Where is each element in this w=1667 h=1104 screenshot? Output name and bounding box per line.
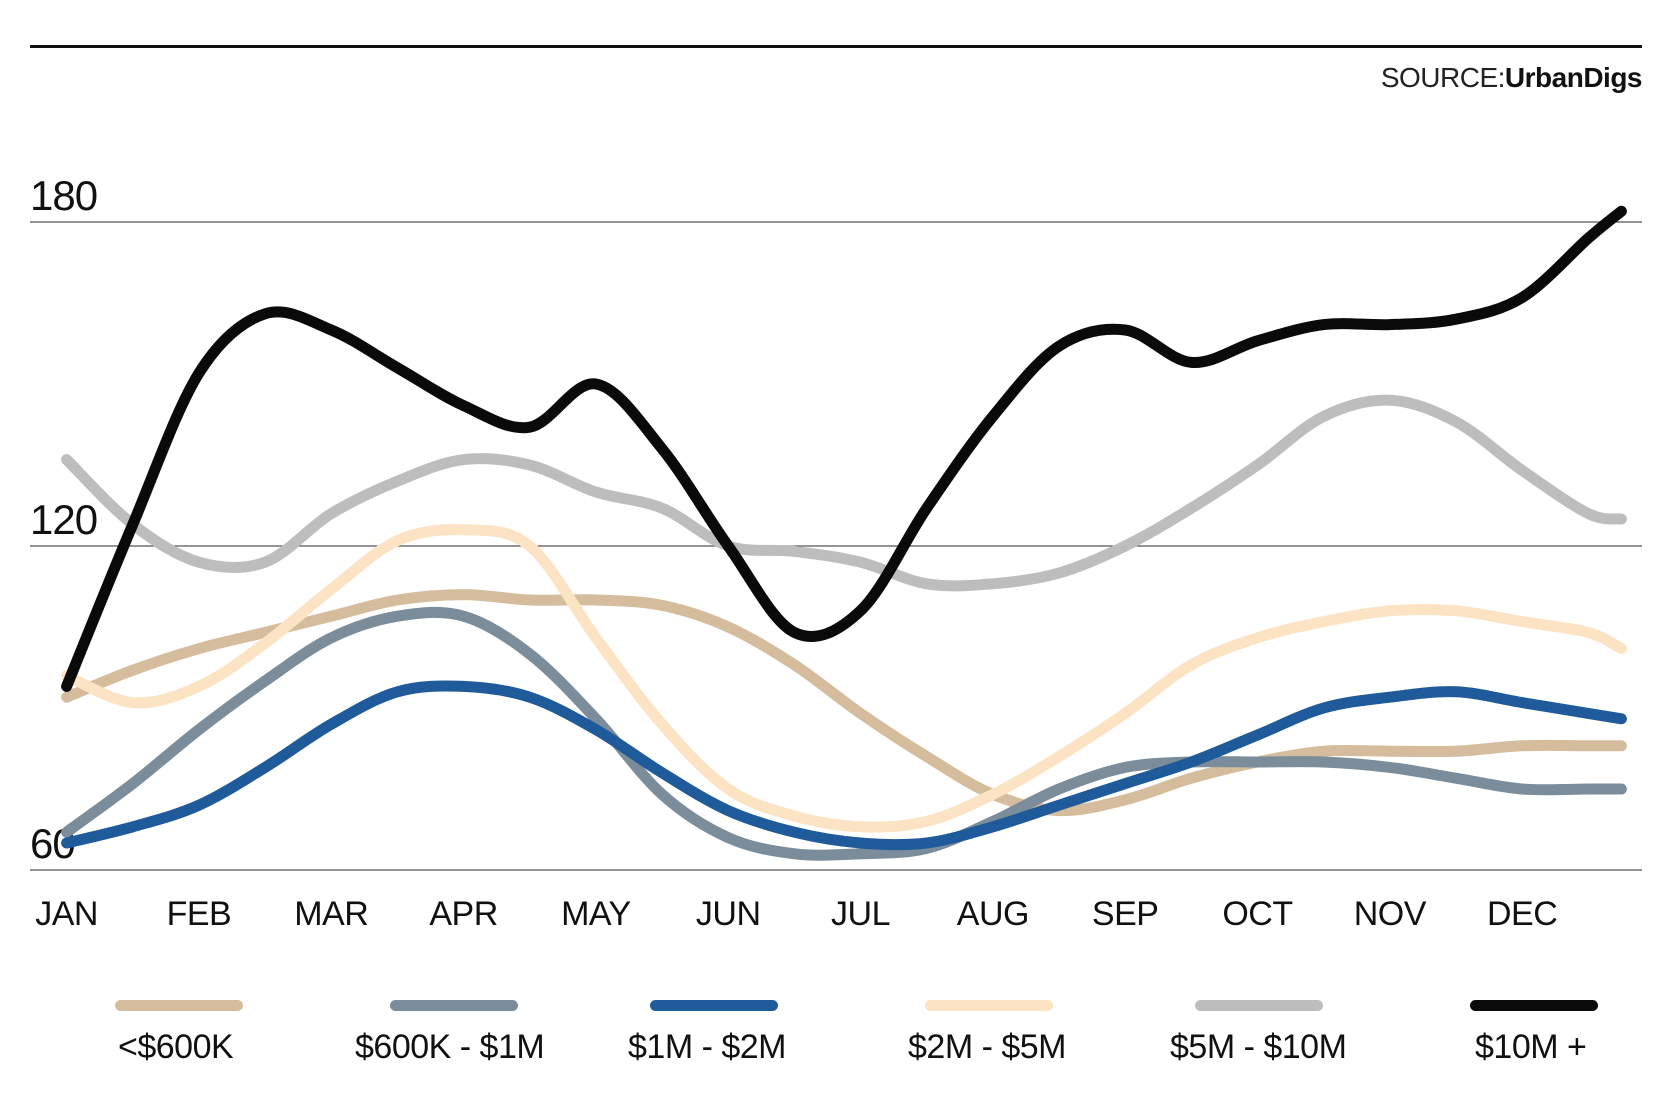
- source-name: UrbanDigs: [1504, 62, 1643, 93]
- x-tick-label-jun: JUN: [696, 895, 761, 933]
- x-tick-label-mar: MAR: [294, 895, 368, 933]
- series-line-3: [61, 524, 1627, 833]
- x-tick-label-dec: DEC: [1487, 895, 1557, 933]
- x-tick-label-sep: SEP: [1092, 895, 1159, 933]
- series-line-1: [61, 606, 1627, 861]
- x-tick-label-jul: JUL: [831, 895, 890, 933]
- source-label: SOURCE:: [1380, 62, 1506, 93]
- x-tick-label-aug: AUG: [957, 895, 1029, 933]
- series-line-4: [61, 394, 1627, 592]
- x-tick-label-oct: OCT: [1222, 895, 1292, 933]
- top-rule: [30, 45, 1642, 48]
- source-credit: SOURCE:UrbanDigs: [1380, 62, 1643, 94]
- series-line-2: [61, 680, 1627, 851]
- x-tick-label-may: MAY: [561, 895, 631, 933]
- x-tick-label-jan: JAN: [35, 895, 98, 933]
- x-tick-label-feb: FEB: [167, 895, 232, 933]
- y-tick-label-120: 120: [30, 496, 97, 543]
- x-tick-label-apr: APR: [429, 895, 497, 933]
- y-tick-label-180: 180: [30, 172, 97, 219]
- x-tick-label-nov: NOV: [1354, 895, 1427, 933]
- series-line-5: [61, 205, 1627, 692]
- series-line-0: [61, 589, 1627, 817]
